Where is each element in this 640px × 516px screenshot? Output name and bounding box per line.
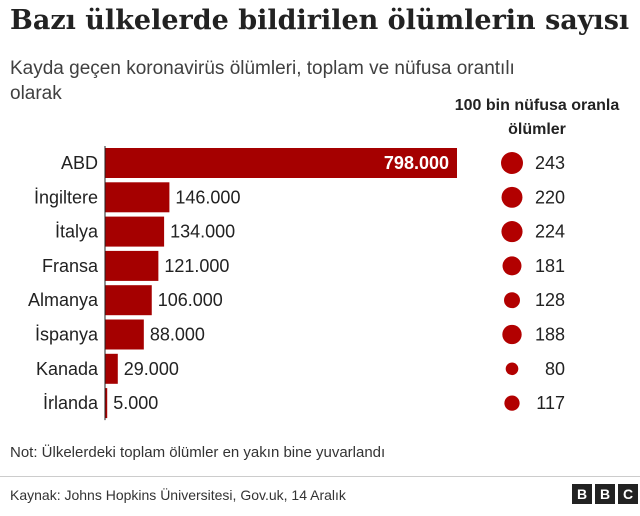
- bar-chart: ABD 798.000 243 İngiltere 146.000 220 İtalya 13…: [28, 146, 565, 421]
- category-label: Fransa: [42, 256, 99, 276]
- category-label: İngiltere: [34, 187, 98, 207]
- rate-label: 181: [535, 256, 565, 276]
- bar: [105, 148, 457, 178]
- bar: [105, 285, 152, 316]
- value-label: 106.000: [158, 290, 223, 310]
- value-label: 146.000: [175, 187, 240, 207]
- bar: [105, 182, 170, 213]
- rate-dot: [501, 152, 523, 174]
- bbc-logo: B B C: [572, 484, 638, 504]
- rate-dot: [505, 362, 519, 376]
- bar: [105, 353, 118, 384]
- value-label: 121.000: [164, 256, 229, 276]
- category-label: ABD: [61, 153, 98, 173]
- rate-label: 220: [535, 187, 565, 207]
- footnote: Not: Ülkelerdeki toplam ölümler en yakın…: [10, 444, 386, 461]
- rate-dot: [502, 324, 522, 345]
- bar: [105, 250, 159, 281]
- logo-letter: B: [595, 484, 615, 504]
- rate-label: 188: [535, 325, 565, 345]
- rate-dot: [502, 256, 522, 276]
- rate-label: 117: [536, 393, 565, 413]
- value-label: 88.000: [150, 325, 205, 345]
- rate-column-header: 100 bin nüfusa oranla ölümler: [454, 97, 620, 138]
- chart-title: Bazı ülkelerde bildirilen ölümlerin sayı…: [10, 5, 630, 36]
- rate-dot: [504, 292, 520, 309]
- value-label: 29.000: [124, 359, 179, 379]
- rate-dot: [501, 221, 523, 243]
- footer-divider: [0, 476, 640, 477]
- bar: [105, 319, 144, 350]
- category-label: İtalya: [55, 222, 99, 242]
- rate-label: 243: [535, 153, 565, 173]
- value-label: 798.000: [384, 153, 449, 173]
- logo-letter: B: [572, 484, 592, 504]
- value-label: 5.000: [113, 393, 158, 413]
- logo-letter: C: [618, 484, 638, 504]
- rate-dot: [504, 395, 520, 411]
- category-label: Almanya: [28, 290, 99, 310]
- category-label: Kanada: [36, 359, 99, 379]
- bar: [105, 216, 165, 247]
- category-label: İrlanda: [43, 393, 99, 413]
- rate-label: 224: [535, 222, 565, 242]
- source-credit: Kaynak: Johns Hopkins Üniversitesi, Gov.…: [10, 487, 346, 503]
- value-label: 134.000: [170, 222, 235, 242]
- bar: [105, 388, 108, 419]
- rate-label: 80: [545, 359, 565, 379]
- rate-label: 128: [535, 290, 565, 310]
- rate-dot: [501, 186, 523, 208]
- chart-subtitle: Kayda geçen koronavirüs ölümleri, toplam…: [10, 58, 515, 104]
- category-label: İspanya: [35, 325, 99, 345]
